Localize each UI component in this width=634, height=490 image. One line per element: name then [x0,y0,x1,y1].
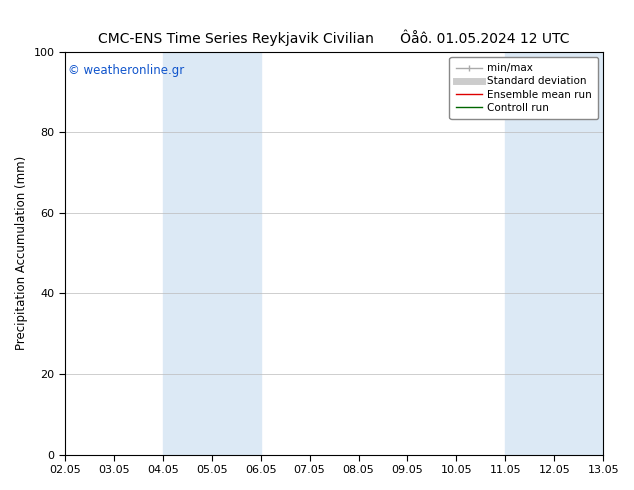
Bar [505,52,554,455]
Legend: min/max, Standard deviation, Ensemble mean run, Controll run: min/max, Standard deviation, Ensemble me… [450,57,598,119]
Text: © weatheronline.gr: © weatheronline.gr [68,64,184,77]
Bar [212,52,261,455]
Bar [554,52,603,455]
Y-axis label: Precipitation Accumulation (mm): Precipitation Accumulation (mm) [15,156,28,350]
Bar [163,52,212,455]
Title: CMC-ENS Time Series Reykjavik Civilian      Ôåô. 01.05.2024 12 UTC: CMC-ENS Time Series Reykjavik Civilian Ô… [98,30,570,47]
